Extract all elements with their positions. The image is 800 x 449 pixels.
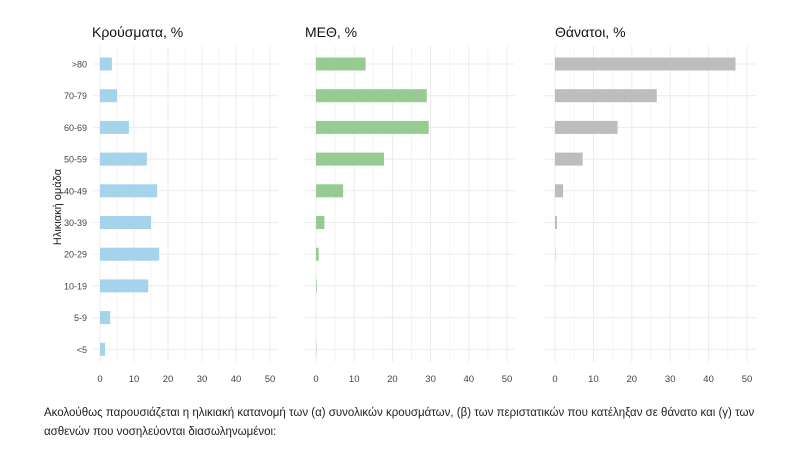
x-tick-label: 20	[387, 374, 398, 385]
x-tick-label: 10	[588, 374, 599, 385]
x-tick-label: 0	[313, 374, 318, 385]
x-tick-label: 50	[502, 374, 513, 385]
bar-70-79	[100, 89, 117, 103]
bar-30-39	[100, 216, 151, 229]
bar-20-29	[100, 247, 160, 261]
x-tick-label: 0	[97, 374, 102, 385]
bar-70-79	[316, 89, 427, 103]
panel-title: Κρούσματα, %	[92, 24, 183, 40]
y-tick-label: 5-9	[74, 313, 87, 323]
x-tick-label: 50	[265, 374, 276, 385]
bar->80	[555, 57, 736, 71]
bar-30-39	[316, 216, 325, 229]
bar-60-69	[100, 120, 129, 134]
x-tick-label: 20	[627, 374, 638, 385]
y-tick-label: <5	[77, 345, 87, 355]
bar-50-59	[555, 152, 583, 166]
x-tick-label: 30	[425, 374, 436, 385]
bar->80	[316, 57, 366, 71]
bar-40-49	[316, 184, 344, 198]
y-tick-label: >80	[72, 60, 87, 70]
x-tick-label: 0	[552, 374, 557, 385]
x-tick-label: 30	[665, 374, 676, 385]
caption-text: Ακολούθως παρουσιάζεται η ηλικιακή καταν…	[44, 407, 755, 438]
bar-50-59	[100, 152, 147, 166]
bar-30-39	[555, 216, 557, 229]
panel-title: ΜΕΘ, %	[305, 24, 357, 40]
x-tick-label: 20	[163, 374, 174, 385]
bar-40-49	[100, 184, 158, 198]
x-tick-label: 10	[349, 374, 360, 385]
y-tick-label: 10-19	[64, 281, 87, 291]
bar-<5	[100, 342, 106, 356]
x-tick-label: 30	[197, 374, 208, 385]
x-tick-label: 10	[129, 374, 140, 385]
y-tick-label: 70-79	[64, 91, 87, 101]
bar->80	[100, 57, 112, 71]
bar-20-29	[316, 247, 319, 261]
y-tick-label: 30-39	[64, 218, 87, 228]
bar-10-19	[316, 279, 317, 293]
bar-40-49	[555, 184, 564, 198]
x-tick-label: 40	[703, 374, 714, 385]
bar-5-9	[100, 311, 111, 325]
age-distribution-chart: Ηλικιακή ομάδα Κρούσματα, % 0 10 20 30 40 50 >8…	[52, 24, 757, 385]
y-tick-label: 40-49	[64, 186, 87, 196]
y-tick-label: 20-29	[64, 250, 87, 260]
x-tick-label: 50	[742, 374, 753, 385]
y-axis-label: Ηλικιακή ομάδα	[52, 168, 64, 245]
bar-70-79	[555, 89, 657, 103]
bar-10-19	[100, 279, 149, 293]
bar-50-59	[316, 152, 384, 166]
y-tick-label: 50-59	[64, 155, 87, 165]
x-tick-label: 40	[231, 374, 242, 385]
panel-title: Θάνατοι, %	[555, 24, 626, 40]
y-tick-label: 60-69	[64, 123, 87, 133]
x-tick-label: 40	[464, 374, 475, 385]
bar-60-69	[555, 120, 618, 134]
bar-60-69	[316, 120, 429, 134]
